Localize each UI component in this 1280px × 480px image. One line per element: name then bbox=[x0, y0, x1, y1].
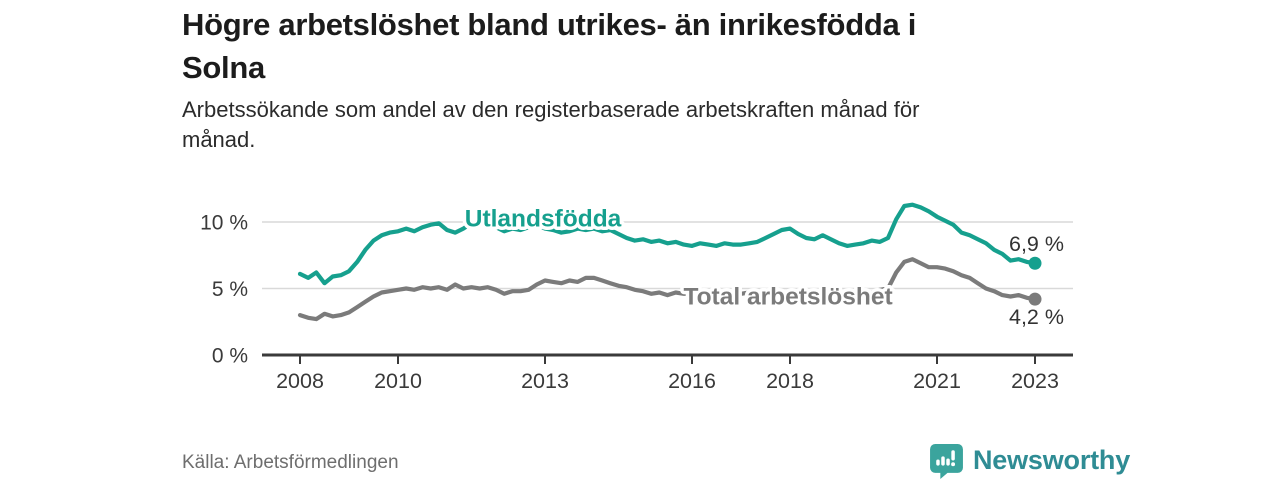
newsworthy-logo: Newsworthy bbox=[928, 441, 1130, 479]
series-line-total bbox=[297, 257, 1038, 322]
series-end-dot bbox=[1028, 256, 1042, 270]
x-tick-label: 2021 bbox=[913, 369, 961, 393]
x-tick-label: 2010 bbox=[374, 369, 422, 393]
series-line-utlandsfodda bbox=[297, 202, 1038, 286]
series-label-utlandsfodda: Utlandsfödda bbox=[465, 206, 622, 233]
series-end-value: 4,2 % bbox=[1009, 305, 1064, 329]
y-tick-label: 0 % bbox=[212, 345, 248, 368]
x-tick-label: 2013 bbox=[521, 369, 569, 393]
x-tick-label: 2008 bbox=[276, 369, 324, 393]
x-tick-label: 2018 bbox=[766, 369, 814, 393]
page-title: Högre arbetslöshet bland utrikes- än inr… bbox=[182, 7, 917, 85]
x-tick-label: 2023 bbox=[1011, 369, 1059, 393]
y-tick-label: 5 % bbox=[212, 278, 248, 301]
bar-chart-speech-bubble-icon bbox=[930, 443, 963, 479]
series-end-dot bbox=[1028, 292, 1042, 306]
series-end-value: 6,9 % bbox=[1009, 232, 1064, 256]
x-tick-label: 2016 bbox=[668, 369, 716, 393]
y-tick-label: 10 % bbox=[200, 212, 248, 235]
chart-subtitle: Arbetssökande som andel av den registerb… bbox=[182, 97, 920, 152]
series-label-total: Total arbetslöshet bbox=[683, 283, 892, 310]
source-note: Källa: Arbetsförmedlingen bbox=[182, 452, 399, 473]
brand-wordmark: Newsworthy bbox=[973, 444, 1131, 475]
